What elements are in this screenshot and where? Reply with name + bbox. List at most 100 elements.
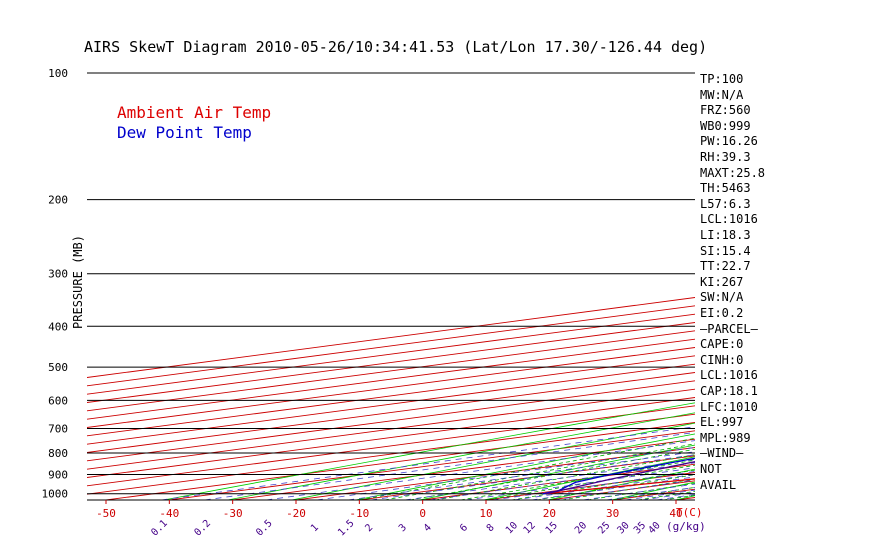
y-axis-label: PRESSURE (MB) (71, 235, 85, 329)
stability-index-item: LFC:1010 (700, 399, 758, 414)
mixing-ratio-line (161, 426, 695, 500)
dewpoint-line (543, 457, 695, 495)
isotherm-line (739, 73, 870, 500)
pressure-tick-label: 200 (48, 194, 68, 207)
isotherm-line (422, 463, 695, 500)
isotherm-line (359, 455, 695, 500)
stability-index-item: FRZ:560 (700, 103, 751, 118)
pressure-tick-label: 300 (48, 268, 68, 281)
dry-adiabat-line (419, 444, 695, 500)
pressure-tick-label: 800 (48, 447, 68, 460)
bottom-temp-label: 10 (479, 507, 492, 520)
bottom-temp-label: 40 (669, 507, 682, 520)
temperature-point (621, 485, 623, 488)
chart-title: AIRS SkewT Diagram 2010-05-26/10:34:41.5… (84, 38, 707, 56)
moist-adiabat-line (359, 437, 695, 500)
dewpoint-point (609, 473, 612, 476)
pressure-tick-label: 900 (48, 468, 68, 481)
stability-index-item: SI:15.4 (700, 243, 751, 258)
parcel-point (545, 492, 548, 495)
stability-index-item: CAPE:0 (700, 337, 744, 352)
stability-index-item: AVAIL (700, 477, 737, 492)
pressure-tick-label: 400 (48, 320, 68, 333)
mixing-ratio-label: 20 (573, 520, 589, 536)
pressure-tick-label: 1000 (42, 488, 69, 501)
stability-index-item: LCL:1016 (700, 212, 758, 227)
bottom-temp-label: -50 (96, 507, 116, 520)
legend-entry-dewpoint: Dew Point Temp (117, 123, 252, 142)
dry-adiabat-line (803, 73, 870, 500)
sounding-series (542, 428, 869, 495)
isotherm-line (295, 447, 695, 500)
mixing-ratio-label: 15 (544, 520, 560, 536)
mixing-ratio-label: 8 (485, 522, 497, 534)
stability-index-item: LCL:1016 (700, 368, 758, 383)
isotherm-line (803, 73, 870, 500)
stability-index-item: TT:22.7 (700, 259, 751, 274)
mixing-ratio-label: 6 (458, 522, 470, 534)
legend-entry-temperature: Ambient Air Temp (117, 103, 271, 122)
parcel-point (608, 478, 610, 481)
mixing-ratio-line (492, 471, 695, 500)
pressure-tick-label: 700 (48, 423, 68, 436)
mixing-ratio-line (204, 431, 695, 500)
pressure-tick-label: 100 (48, 67, 68, 80)
bottom-temp-label: 30 (606, 507, 619, 520)
mixing-ratio-label: 12 (522, 520, 538, 536)
temperature-point (678, 479, 680, 482)
pressure-tick-label: 600 (48, 394, 68, 407)
dry-adiabat-line (355, 433, 695, 500)
temperature-point (569, 490, 572, 492)
mixing-ratio-line (371, 454, 695, 500)
dewpoint-point (857, 428, 859, 430)
mixing-ratio-unit-label: (g/kg) (666, 520, 706, 533)
mixing-ratio-label: 0.1 (149, 518, 170, 539)
stability-index-item: KI:267 (700, 274, 744, 289)
bottom-temp-label: -20 (286, 507, 306, 520)
dry-adiabat-line (291, 422, 695, 500)
parcel-point (682, 463, 685, 465)
bottom-temp-label: 20 (543, 507, 556, 520)
isotherm-line (232, 438, 695, 500)
stability-index-item: EL:997 (700, 415, 744, 430)
legend: Ambient Air Temp Dew Point Temp (117, 103, 271, 142)
mixing-ratio-label: 3 (397, 522, 409, 534)
moist-adiabat-line (435, 454, 695, 500)
mixing-ratio-label: 10 (504, 520, 520, 536)
temperature-point (736, 474, 738, 476)
stability-index-item: TH:5463 (700, 181, 751, 196)
bottom-temp-label: -10 (349, 507, 369, 520)
parcel-line (546, 461, 695, 495)
stability-index-item: MW:N/A (700, 87, 744, 102)
mixing-ratio-label: 25 (596, 520, 612, 536)
dry-adiabat-line (739, 73, 870, 500)
bottom-temp-label: 0 (419, 507, 426, 520)
dry-adiabat-line (227, 412, 695, 500)
stability-index-item: L57:6.3 (700, 196, 751, 211)
mixing-ratio-line (465, 467, 695, 500)
stability-index-item: EI:0.2 (700, 306, 744, 320)
stability-index-item: –WIND– (700, 446, 744, 461)
bottom-temp-label: -40 (159, 507, 179, 520)
stability-index-item: TP:100 (700, 72, 744, 86)
mixing-ratio-line (348, 451, 695, 500)
parcel-point (570, 487, 572, 489)
stability-index-item: WB0:999 (700, 118, 751, 133)
stability-index-item: CINH:0 (700, 352, 744, 367)
stability-index-item: SW:N/A (700, 290, 744, 305)
mixing-ratio-label: 0.5 (254, 518, 275, 539)
stability-index-item: –PARCEL– (700, 321, 758, 336)
mixing-ratio-label: 1 (309, 522, 321, 534)
stability-index-item: MAXT:25.8 (700, 165, 766, 180)
mixing-ratio-line (266, 440, 695, 500)
pressure-tick-label: 500 (48, 361, 68, 374)
parcel-point (867, 428, 869, 430)
stability-index-item: LI:18.3 (700, 228, 751, 242)
x-axis-unit-label: T(C) (676, 506, 703, 519)
isotherm-line (485, 472, 695, 500)
dewpoint-point (574, 481, 577, 484)
dry-adiabat-line (163, 402, 695, 500)
axes: PRESSURE (MB) T(C) (g/kg) (71, 235, 706, 533)
stability-index-item: CAP:18.1 (700, 384, 758, 398)
